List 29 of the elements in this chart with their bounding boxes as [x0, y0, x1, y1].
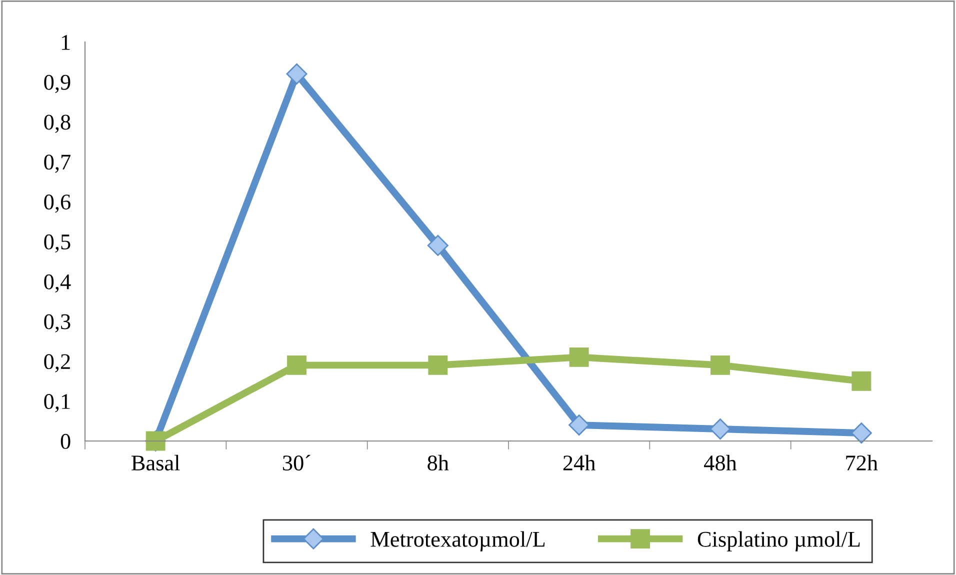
- point: [427, 234, 448, 256]
- y-tick-label: 0,5: [44, 234, 70, 253]
- point: [286, 63, 308, 84]
- y-tick-label: 0,7: [44, 154, 70, 173]
- x-tick-label: 8h: [428, 454, 449, 471]
- point: [710, 355, 730, 375]
- point: [568, 414, 590, 436]
- y-tick-label: 0,8: [44, 114, 70, 133]
- y-tick-label: 0,2: [44, 354, 70, 372]
- point: [428, 355, 448, 375]
- y-tick-label: 0,4: [44, 274, 71, 293]
- y-tick-label: 0,9: [44, 74, 70, 94]
- legend-label: Metrotexatoµmol/L: [370, 531, 545, 552]
- legend-label: Cisplatino µmol/L: [698, 531, 860, 552]
- x-tick-label: 72h: [846, 454, 878, 470]
- point: [852, 371, 872, 391]
- x-tick-label: Basal: [132, 454, 180, 471]
- x-tick-label: 24h: [563, 454, 596, 470]
- point: [569, 347, 589, 367]
- x-tick-label: 48h: [704, 454, 737, 471]
- point: [287, 355, 306, 375]
- point: [850, 422, 872, 444]
- y-tick-label: 0: [60, 434, 70, 449]
- point: [710, 418, 731, 440]
- x-tick-label: 30´: [283, 454, 310, 471]
- y-tick-label: 0,1: [44, 394, 70, 412]
- y-tick-label: 1: [62, 35, 70, 50]
- y-tick-label: 0,3: [44, 314, 70, 332]
- y-tick-label: 0,6: [44, 194, 70, 213]
